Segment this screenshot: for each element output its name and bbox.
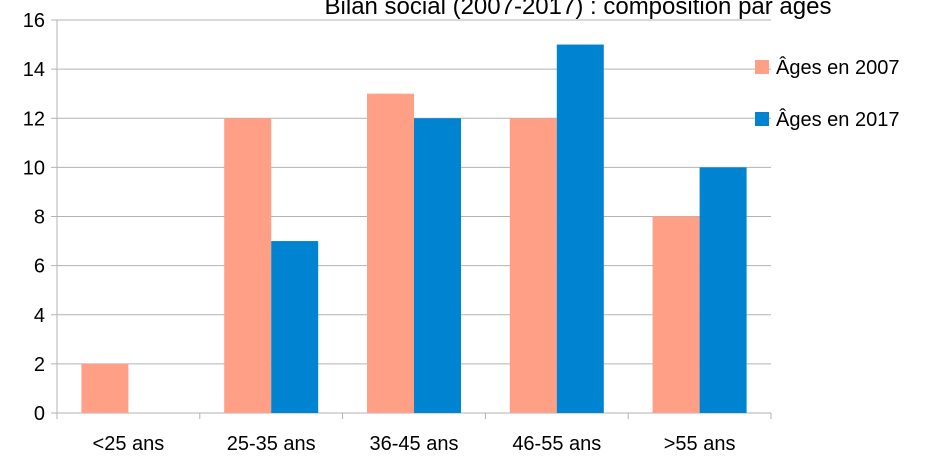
x-tick-label: 46-55 ans — [512, 433, 601, 455]
y-tick-label: 4 — [34, 305, 45, 327]
y-tick-label: 16 — [23, 10, 45, 32]
x-tick-label: 25-35 ans — [227, 433, 316, 455]
legend-swatch — [755, 112, 769, 126]
bar — [652, 216, 700, 413]
y-tick-label: 2 — [34, 354, 45, 376]
bar — [509, 118, 557, 413]
bar — [556, 44, 604, 413]
legend-label: Âges en 2017 — [776, 108, 899, 131]
bar — [224, 118, 272, 413]
chart-title: Bilan social (2007-2017) : composition p… — [325, 0, 832, 20]
bar — [81, 363, 129, 413]
y-tick-label: 6 — [34, 256, 45, 278]
y-tick-label: 10 — [23, 157, 45, 179]
x-tick-label: >55 ans — [664, 433, 736, 455]
bar — [414, 118, 461, 413]
y-tick-label: 12 — [23, 108, 45, 130]
bar — [699, 167, 747, 413]
y-tick-label: 0 — [34, 403, 45, 425]
x-tick-label: 36-45 ans — [370, 433, 459, 455]
legend-swatch — [755, 60, 769, 74]
bar — [271, 241, 319, 413]
x-tick-label: <25 ans — [93, 433, 165, 455]
bar — [367, 93, 414, 413]
y-tick-label: 14 — [23, 59, 45, 81]
legend-label: Âges en 2007 — [776, 56, 899, 79]
y-tick-label: 8 — [34, 207, 45, 229]
